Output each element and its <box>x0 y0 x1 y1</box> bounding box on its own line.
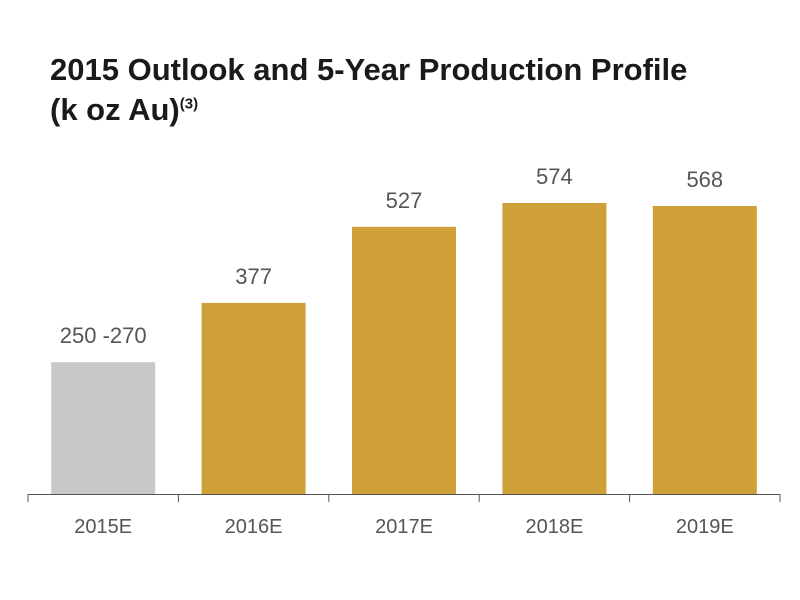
data-label-2017e: 527 <box>386 188 423 213</box>
x-tick-label-2015e: 2015E <box>74 516 132 538</box>
chart-title-line-1: 2015 Outlook and 5-Year Production Profi… <box>50 52 688 87</box>
bar-2019e <box>652 206 757 494</box>
x-tick-label-2019e: 2019E <box>676 516 734 538</box>
x-tick-label-2018e: 2018E <box>525 516 583 538</box>
x-tick-label-2017e: 2017E <box>375 516 433 538</box>
data-label-2015e: 250 -270 <box>60 323 147 348</box>
data-label-2019e: 568 <box>686 167 723 192</box>
chart-title-unit: (k oz Au) <box>50 92 180 127</box>
chart-title-line-2: (k oz Au)(3) <box>50 90 687 130</box>
chart-title-footnote: (3) <box>179 95 199 113</box>
data-label-2018e: 574 <box>536 164 573 189</box>
chart-title: 2015 Outlook and 5-Year Production Profi… <box>50 50 687 130</box>
bar-2015e <box>51 362 156 494</box>
data-label-2016e: 377 <box>235 264 272 289</box>
bar-2017e <box>352 226 456 495</box>
x-tick-label-2016e: 2016E <box>225 516 283 538</box>
bar-2018e <box>502 203 607 494</box>
bar-2016e <box>201 302 306 494</box>
